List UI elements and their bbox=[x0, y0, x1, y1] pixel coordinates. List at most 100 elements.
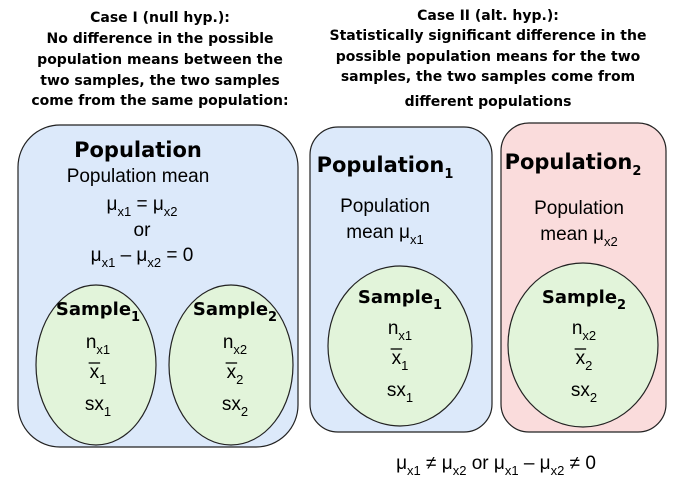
sample-title: Sample2 bbox=[193, 299, 277, 325]
population-title: Population bbox=[74, 138, 202, 162]
text-part: mean μ bbox=[346, 222, 410, 243]
text-part: – μ bbox=[115, 245, 147, 266]
text-part: Sample bbox=[358, 287, 433, 308]
subscript: 1 bbox=[444, 167, 453, 182]
text-part: Sample bbox=[542, 287, 617, 308]
text-part: Sample bbox=[56, 299, 131, 320]
subscript: x1 bbox=[398, 328, 412, 343]
heading-line: population means between the bbox=[37, 52, 283, 68]
sample-title: Sample2 bbox=[542, 287, 626, 313]
text-part: Population bbox=[340, 196, 430, 217]
text-part: ≠ μ bbox=[421, 453, 453, 474]
subscript: x1 bbox=[505, 463, 519, 478]
text-part: μ bbox=[106, 194, 117, 215]
text-part: ≠ 0 bbox=[564, 453, 596, 474]
subscript: 2 bbox=[632, 164, 641, 179]
subscript: x2 bbox=[582, 328, 596, 343]
subscript: x1 bbox=[96, 342, 110, 357]
heading-line: Case II (alt. hyp.): bbox=[417, 8, 559, 24]
population-mean-label: Population bbox=[534, 198, 624, 219]
population-mean-symbol: mean μx1 bbox=[346, 222, 424, 247]
heading-line: Statistically significant difference in … bbox=[330, 28, 647, 44]
heading-line: Case I (null hyp.): bbox=[90, 10, 230, 26]
text-part: Sample bbox=[193, 299, 268, 320]
text-part: or μ bbox=[466, 453, 504, 474]
heading-line: two samples, the two samples bbox=[40, 73, 280, 89]
population-mean-label: Population bbox=[340, 196, 430, 217]
text-part: = 0 bbox=[161, 245, 193, 266]
subscript: x2 bbox=[453, 463, 467, 478]
subscript: 1 bbox=[131, 310, 140, 325]
text-part: n bbox=[86, 332, 97, 353]
heading-line: different populations bbox=[405, 94, 572, 110]
heading-line: No difference in the possible bbox=[47, 31, 274, 47]
text-part: sx bbox=[387, 380, 407, 401]
subscript: 2 bbox=[241, 404, 248, 419]
sample-sd: sx1 bbox=[387, 380, 413, 405]
or-label: or bbox=[134, 220, 152, 241]
subscript: x2 bbox=[604, 234, 618, 249]
subscript: 1 bbox=[406, 390, 413, 405]
sample-sd: sx2 bbox=[222, 394, 248, 419]
text-part: n bbox=[388, 318, 399, 339]
sample-size: nx2 bbox=[572, 318, 596, 343]
text-part: Population bbox=[534, 198, 624, 219]
heading-line: samples, the two samples come from bbox=[341, 69, 635, 85]
text-part: sx bbox=[222, 394, 242, 415]
sample-circle bbox=[507, 262, 659, 428]
sample-size: nx1 bbox=[388, 318, 412, 343]
sample-size: nx2 bbox=[223, 332, 247, 357]
sample-size: nx1 bbox=[86, 332, 110, 357]
subscript: x2 bbox=[164, 204, 178, 219]
text-part: = μ bbox=[131, 194, 164, 215]
text-part: x bbox=[227, 362, 237, 383]
subscript: 2 bbox=[585, 358, 592, 373]
text-part: Population mean bbox=[67, 166, 210, 187]
subscript: 1 bbox=[401, 358, 408, 373]
population-title: Population1 bbox=[317, 153, 454, 182]
sample-mean: x1 bbox=[90, 362, 107, 387]
subscript: x2 bbox=[551, 463, 565, 478]
sample-circle bbox=[327, 265, 473, 427]
text-part: n bbox=[572, 318, 583, 339]
population-mean-symbol: mean μx2 bbox=[540, 224, 618, 249]
sample-mean: x2 bbox=[576, 348, 593, 373]
subscript: 2 bbox=[590, 390, 597, 405]
subscript: x1 bbox=[117, 204, 131, 219]
sample-mean: x1 bbox=[392, 348, 409, 373]
text-part: sx bbox=[85, 394, 105, 415]
text-part: – μ bbox=[519, 453, 551, 474]
subscript: 1 bbox=[104, 404, 111, 419]
sample-circle bbox=[168, 284, 294, 446]
text-part: Population bbox=[317, 153, 445, 177]
subscript: x2 bbox=[147, 255, 161, 270]
conclusion: μx1 ≠ μx2 or μx1 – μx2 ≠ 0 bbox=[396, 453, 596, 478]
subscript: 2 bbox=[268, 310, 277, 325]
subscript: x1 bbox=[410, 232, 424, 247]
sample-sd: sx1 bbox=[85, 394, 111, 419]
mean-equation: μx1 = μx2 bbox=[106, 194, 177, 219]
sample-title: Sample1 bbox=[358, 287, 442, 313]
subscript: x1 bbox=[102, 255, 116, 270]
text-part: Population bbox=[505, 150, 633, 174]
text-part: sx bbox=[571, 380, 591, 401]
heading-line: come from the same population: bbox=[31, 93, 288, 109]
sample-mean: x2 bbox=[227, 362, 244, 387]
mean-difference: μx1 – μx2 = 0 bbox=[91, 245, 194, 270]
text-part: x bbox=[392, 348, 402, 369]
text-part: n bbox=[223, 332, 234, 353]
subscript: x2 bbox=[233, 342, 247, 357]
text-part: Population bbox=[74, 138, 202, 162]
sample-circle bbox=[35, 284, 157, 446]
population-mean-label: Population mean bbox=[67, 166, 210, 187]
heading-line: possible population means for the two bbox=[336, 49, 641, 65]
subscript: 2 bbox=[617, 298, 626, 313]
text-part: x bbox=[576, 348, 586, 369]
subscript: 1 bbox=[433, 298, 442, 313]
text-part: mean μ bbox=[540, 224, 604, 245]
text-part: or bbox=[134, 220, 152, 241]
population-title: Population2 bbox=[505, 150, 642, 179]
subscript: 2 bbox=[236, 372, 243, 387]
sample-sd: sx2 bbox=[571, 380, 597, 405]
